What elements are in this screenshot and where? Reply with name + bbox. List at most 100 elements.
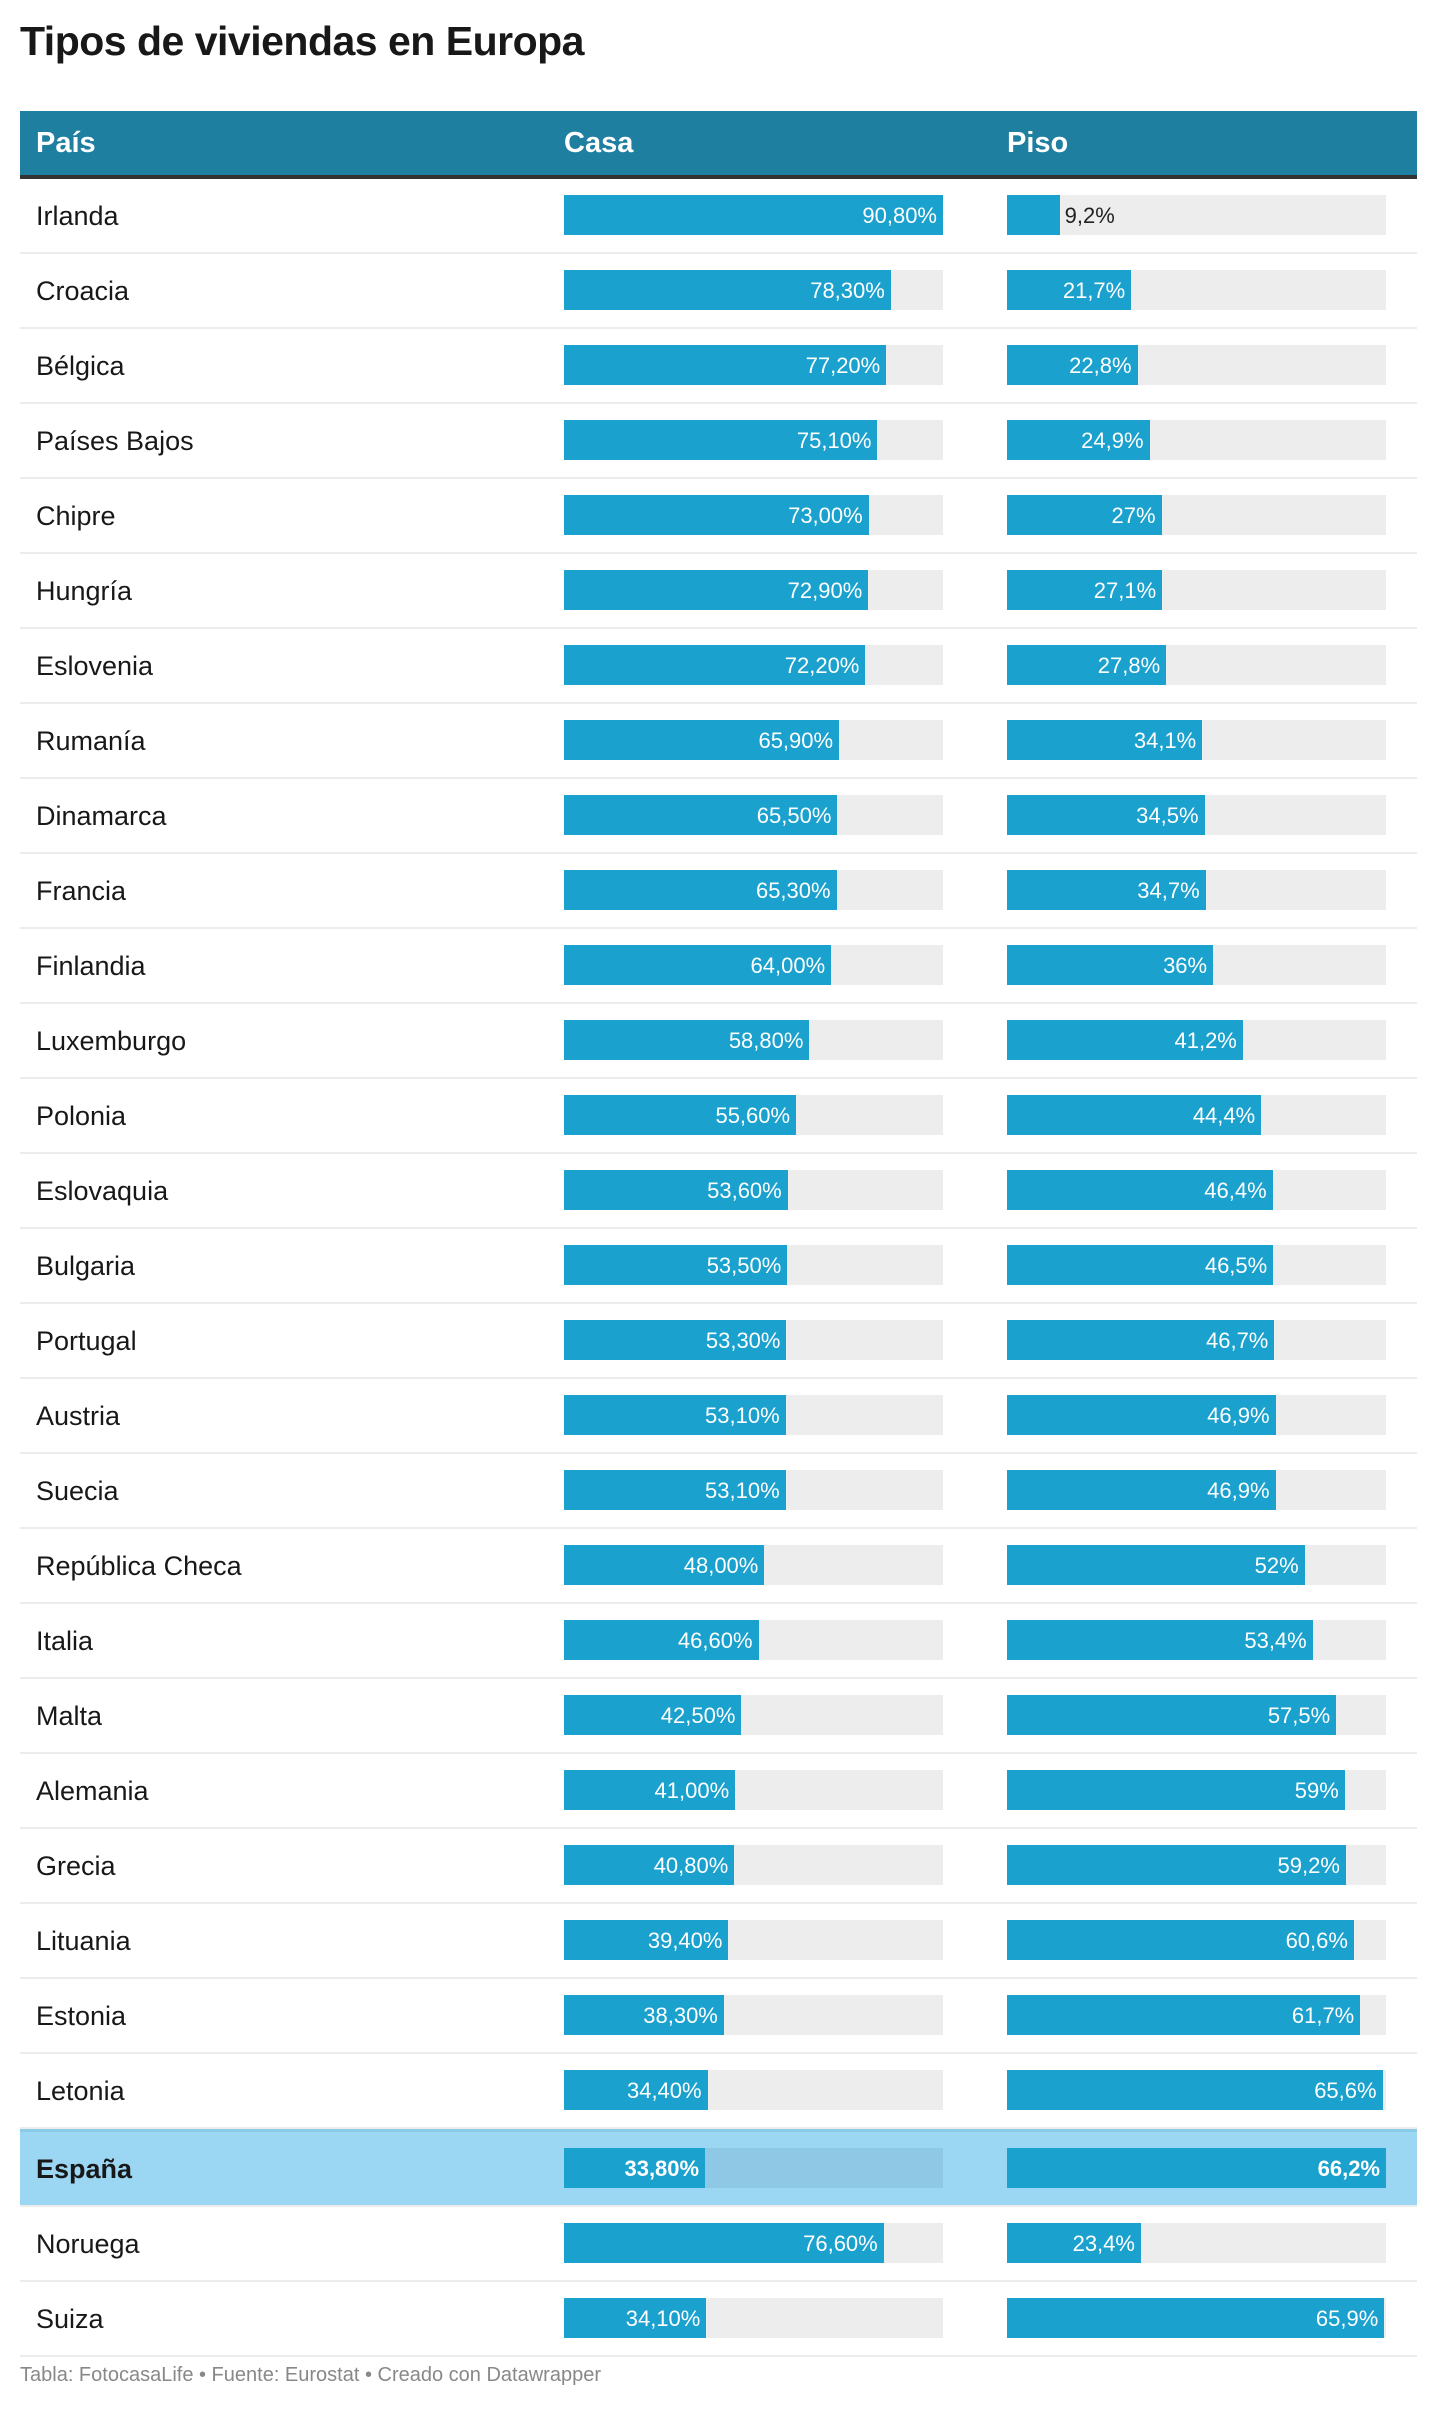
casa-value-label: 78,30%	[810, 278, 885, 303]
column-header-piso[interactable]: Piso	[1007, 127, 1069, 159]
piso-bar-track: 52%	[1007, 1545, 1386, 1585]
casa-value-label: 53,50%	[706, 1253, 782, 1278]
casa-value-label: 38,30%	[643, 2003, 718, 2028]
casa-bar	[564, 1395, 786, 1435]
piso-bar	[1007, 1320, 1275, 1360]
piso-value-label: 34,7%	[1137, 878, 1200, 903]
casa-bar	[564, 945, 832, 985]
country-label: Malta	[36, 1701, 103, 1731]
piso-value-label: 57,5%	[1267, 1703, 1331, 1728]
casa-value-label: 34,40%	[626, 2078, 702, 2103]
casa-value-label: 34,10%	[625, 2306, 701, 2331]
country-label: Croacia	[36, 276, 130, 306]
casa-bar	[564, 1095, 797, 1135]
piso-bar	[1007, 2070, 1383, 2110]
piso-bar-track: 27,8%	[1007, 645, 1386, 685]
country-label: Bélgica	[36, 351, 125, 381]
piso-bar-track: 59%	[1007, 1770, 1386, 1810]
piso-bar	[1007, 195, 1060, 235]
column-header-pais[interactable]: País	[36, 127, 96, 159]
casa-bar	[564, 1920, 729, 1960]
casa-bar-track: 72,20%	[564, 645, 943, 685]
casa-bar	[564, 195, 943, 235]
piso-bar-track: 22,8%	[1007, 345, 1386, 385]
piso-bar	[1007, 1995, 1361, 2035]
casa-bar-track: 58,80%	[564, 1020, 943, 1060]
piso-bar-track: 46,5%	[1007, 1245, 1386, 1285]
casa-value-label: 75,10%	[796, 428, 872, 453]
country-label: Irlanda	[36, 201, 119, 231]
casa-value-label: 64,00%	[750, 953, 826, 978]
casa-bar	[564, 2223, 884, 2263]
piso-bar-track: 46,7%	[1007, 1320, 1386, 1360]
country-label: Italia	[36, 1626, 94, 1656]
country-label: Austria	[36, 1401, 121, 1431]
table-row: Rumanía 65,90% 34,1%	[20, 704, 1417, 779]
piso-bar	[1007, 495, 1162, 535]
table-row: España 33,80% 66,2%	[20, 2129, 1417, 2207]
piso-value-label: 24,9%	[1081, 428, 1144, 453]
piso-bar	[1007, 1170, 1273, 1210]
piso-bar-track: 59,2%	[1007, 1845, 1386, 1885]
piso-value-label: 61,7%	[1291, 2003, 1355, 2028]
country-label: República Checa	[36, 1551, 242, 1581]
piso-bar-track: 53,4%	[1007, 1620, 1386, 1660]
table-row: Polonia 55,60% 44,4%	[20, 1079, 1417, 1154]
chart-title: Tipos de viviendas en Europa	[20, 18, 584, 64]
table-row: República Checa 48,00% 52%	[20, 1529, 1417, 1604]
casa-bar	[564, 1845, 735, 1885]
casa-value-label: 55,60%	[715, 1103, 791, 1128]
piso-value-label: 59,2%	[1277, 1853, 1340, 1878]
footer-credits: Tabla: FotocasaLife • Fuente: Eurostat •…	[20, 2364, 601, 2386]
casa-bar-track: 77,20%	[564, 345, 943, 385]
country-label: Suecia	[36, 1476, 119, 1506]
piso-value-label: 41,2%	[1174, 1028, 1237, 1053]
casa-bar-track: 73,00%	[564, 495, 943, 535]
table-body: Irlanda 90,80% 9,2% Croacia 78,30% 21,7% Bélgi…	[20, 179, 1417, 2357]
piso-value-label: 9,2%	[1064, 203, 1115, 228]
casa-bar-track: 48,00%	[564, 1545, 943, 1585]
casa-bar-track: 42,50%	[564, 1695, 943, 1735]
casa-bar-track: 39,40%	[564, 1920, 943, 1960]
casa-bar-track: 34,40%	[564, 2070, 943, 2110]
table-row: Noruega 76,60% 23,4%	[20, 2207, 1417, 2282]
casa-bar-track: 41,00%	[564, 1770, 943, 1810]
piso-bar-track: 24,9%	[1007, 420, 1386, 460]
country-label: Estonia	[36, 2001, 127, 2031]
table-row: Luxemburgo 58,80% 41,2%	[20, 1004, 1417, 1079]
country-label: Portugal	[36, 1326, 137, 1356]
casa-bar-track: 76,60%	[564, 2223, 943, 2263]
table-row: Grecia 40,80% 59,2%	[20, 1829, 1417, 1904]
casa-bar-track: 55,60%	[564, 1095, 943, 1135]
casa-bar-track: 75,10%	[564, 420, 943, 460]
piso-bar	[1007, 570, 1163, 610]
country-label: Suiza	[36, 2304, 104, 2334]
casa-bar-track: 53,60%	[564, 1170, 943, 1210]
casa-bar	[564, 420, 878, 460]
piso-bar	[1007, 420, 1150, 460]
piso-bar-track: 57,5%	[1007, 1695, 1386, 1735]
table-row: Eslovenia 72,20% 27,8%	[20, 629, 1417, 704]
table-row: Letonia 34,40% 65,6%	[20, 2054, 1417, 2129]
table-row: Bulgaria 53,50% 46,5%	[20, 1229, 1417, 1304]
casa-bar-track: 90,80%	[564, 195, 943, 235]
casa-value-label: 48,00%	[683, 1553, 759, 1578]
casa-bar	[564, 645, 866, 685]
casa-bar-track: 72,90%	[564, 570, 943, 610]
country-label: Bulgaria	[36, 1251, 136, 1281]
piso-value-label: 46,5%	[1204, 1253, 1268, 1278]
casa-value-label: 65,50%	[756, 803, 832, 828]
piso-value-label: 34,5%	[1136, 803, 1199, 828]
piso-value-label: 44,4%	[1192, 1103, 1256, 1128]
column-header-casa[interactable]: Casa	[564, 127, 634, 159]
casa-bar	[564, 1170, 788, 1210]
table-row: Alemania 41,00% 59%	[20, 1754, 1417, 1829]
casa-bar	[564, 2298, 707, 2338]
country-label: España	[36, 2154, 133, 2184]
table-row: Francia 65,30% 34,7%	[20, 854, 1417, 929]
casa-bar-track: 33,80%	[564, 2148, 943, 2188]
piso-bar-track: 65,9%	[1007, 2298, 1386, 2338]
piso-bar	[1007, 1020, 1243, 1060]
piso-bar	[1007, 1845, 1346, 1885]
piso-value-label: 53,4%	[1244, 1628, 1307, 1653]
